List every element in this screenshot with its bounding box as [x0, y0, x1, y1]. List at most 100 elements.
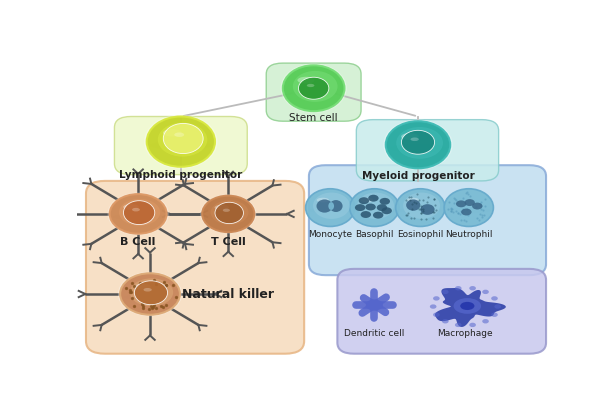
Ellipse shape — [211, 200, 248, 225]
Circle shape — [366, 299, 383, 310]
Ellipse shape — [280, 64, 347, 113]
Text: Natural killer: Natural killer — [182, 288, 274, 301]
Ellipse shape — [383, 120, 453, 170]
Ellipse shape — [163, 123, 203, 153]
Ellipse shape — [403, 193, 440, 219]
Ellipse shape — [396, 189, 445, 226]
Ellipse shape — [174, 133, 184, 137]
Text: Macrophage: Macrophage — [438, 328, 493, 337]
Ellipse shape — [460, 302, 474, 310]
Ellipse shape — [132, 208, 140, 211]
Ellipse shape — [420, 204, 435, 215]
Ellipse shape — [407, 198, 419, 202]
Circle shape — [365, 204, 376, 211]
Text: Monocyte: Monocyte — [308, 230, 353, 239]
Ellipse shape — [389, 144, 447, 153]
Text: Lymphoid progenitor: Lymphoid progenitor — [119, 170, 242, 180]
Ellipse shape — [307, 84, 315, 87]
Ellipse shape — [143, 288, 152, 292]
Ellipse shape — [313, 193, 350, 219]
Ellipse shape — [144, 115, 217, 169]
Circle shape — [360, 211, 371, 218]
Ellipse shape — [283, 65, 345, 111]
Ellipse shape — [110, 194, 166, 234]
Ellipse shape — [293, 71, 338, 102]
Polygon shape — [435, 288, 506, 327]
Text: Myeloid progenitor: Myeloid progenitor — [362, 171, 474, 182]
Circle shape — [373, 212, 383, 219]
Circle shape — [442, 319, 449, 324]
Ellipse shape — [299, 77, 329, 99]
Ellipse shape — [223, 208, 230, 212]
Ellipse shape — [147, 117, 215, 167]
Ellipse shape — [472, 203, 482, 209]
Ellipse shape — [205, 213, 252, 220]
Circle shape — [381, 207, 392, 214]
Ellipse shape — [316, 198, 329, 202]
Ellipse shape — [163, 129, 182, 137]
Circle shape — [430, 304, 436, 309]
Ellipse shape — [118, 272, 182, 316]
Ellipse shape — [124, 201, 155, 224]
Text: Eosinophil: Eosinophil — [397, 230, 444, 239]
FancyBboxPatch shape — [309, 165, 546, 275]
Ellipse shape — [297, 77, 315, 84]
Circle shape — [482, 290, 489, 294]
Ellipse shape — [444, 189, 493, 226]
Circle shape — [455, 286, 461, 290]
Ellipse shape — [386, 121, 450, 169]
Ellipse shape — [123, 204, 139, 210]
Ellipse shape — [352, 208, 397, 213]
Ellipse shape — [465, 199, 475, 206]
FancyBboxPatch shape — [114, 117, 247, 175]
Circle shape — [433, 296, 439, 301]
Ellipse shape — [158, 123, 207, 157]
Ellipse shape — [150, 141, 212, 150]
Circle shape — [469, 286, 476, 290]
Circle shape — [377, 204, 387, 211]
Circle shape — [482, 319, 489, 324]
Ellipse shape — [396, 127, 443, 159]
Ellipse shape — [200, 194, 256, 233]
Ellipse shape — [401, 130, 435, 154]
Ellipse shape — [453, 298, 481, 314]
Ellipse shape — [202, 196, 255, 232]
Ellipse shape — [349, 189, 399, 226]
Ellipse shape — [135, 281, 168, 305]
Text: B Cell: B Cell — [121, 237, 156, 248]
Ellipse shape — [215, 205, 229, 210]
Circle shape — [494, 304, 501, 309]
Ellipse shape — [108, 193, 169, 235]
Ellipse shape — [329, 200, 343, 212]
Circle shape — [379, 198, 390, 205]
FancyBboxPatch shape — [266, 63, 361, 121]
Ellipse shape — [398, 208, 442, 213]
Ellipse shape — [119, 199, 160, 226]
Ellipse shape — [401, 133, 419, 140]
Ellipse shape — [120, 273, 180, 315]
Ellipse shape — [329, 202, 334, 210]
Circle shape — [455, 323, 461, 327]
Circle shape — [368, 195, 379, 202]
Text: Neutrophil: Neutrophil — [445, 230, 493, 239]
Ellipse shape — [411, 137, 419, 141]
Text: Stem cell: Stem cell — [289, 113, 338, 123]
Ellipse shape — [456, 200, 466, 207]
Ellipse shape — [406, 200, 420, 211]
Ellipse shape — [361, 198, 373, 202]
Circle shape — [355, 204, 365, 211]
Circle shape — [491, 313, 498, 317]
Text: T Cell: T Cell — [211, 237, 245, 248]
Circle shape — [491, 296, 498, 301]
FancyBboxPatch shape — [337, 269, 546, 354]
Ellipse shape — [286, 88, 341, 96]
Circle shape — [359, 197, 369, 204]
Ellipse shape — [134, 284, 151, 290]
Circle shape — [469, 323, 476, 327]
Ellipse shape — [130, 278, 173, 306]
Ellipse shape — [305, 189, 355, 226]
Ellipse shape — [316, 200, 333, 213]
Ellipse shape — [308, 208, 353, 213]
Circle shape — [442, 290, 449, 294]
Circle shape — [433, 313, 439, 317]
